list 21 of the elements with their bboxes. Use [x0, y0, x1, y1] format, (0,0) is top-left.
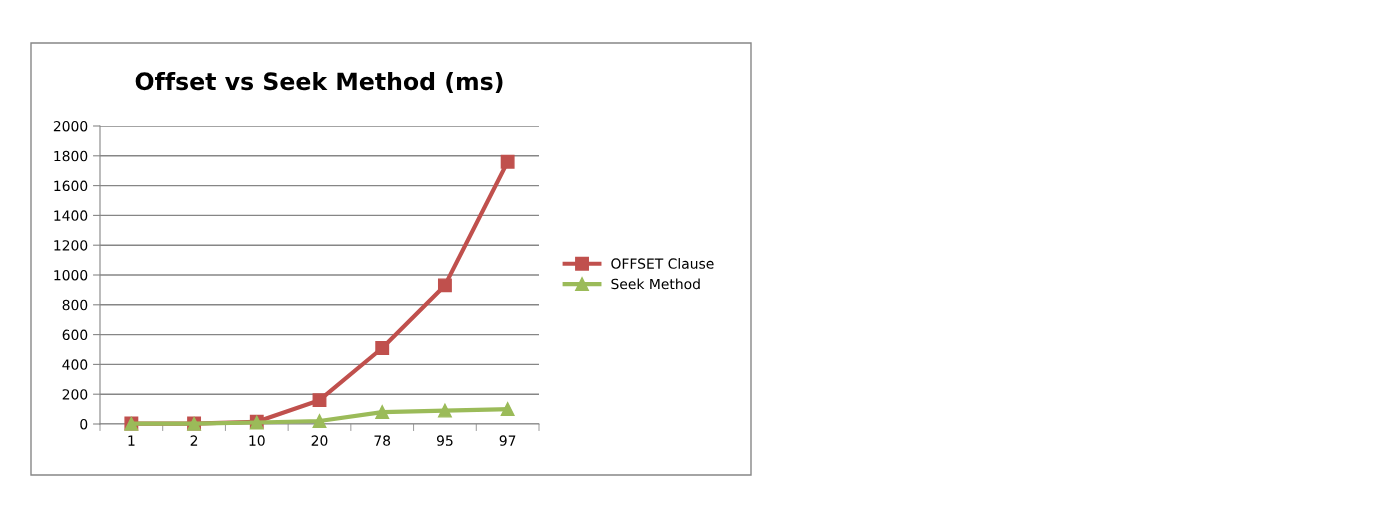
y-tick-label: 0 [80, 418, 88, 430]
y-tick-label: 1000 [54, 269, 88, 281]
x-tick-label: 1 [128, 435, 135, 446]
x-tick-label: 10 [249, 435, 265, 446]
y-tick-label: 400 [62, 359, 88, 370]
y-tick-label: 1600 [54, 180, 88, 192]
chart-title: Offset vs Seek Method (ms) [135, 71, 503, 93]
x-tick-label: 95 [436, 435, 453, 446]
y-tick-label: 1400 [54, 210, 88, 221]
y-tick-label: 600 [62, 329, 88, 341]
y-tick-label: 800 [62, 299, 88, 311]
x-tick-label: 97 [499, 435, 516, 446]
x-tick-label: 20 [311, 435, 328, 446]
y-tick-label: 200 [62, 389, 88, 400]
y-tick-label: 2000 [53, 120, 88, 132]
x-tick-label: 78 [374, 435, 391, 446]
legend-label: Seek Method [611, 278, 700, 290]
x-tick-label: 2 [190, 435, 198, 446]
y-tick-label: 1200 [54, 240, 88, 251]
legend-label: OFFSET Clause [611, 258, 714, 269]
y-tick-label: 1800 [54, 150, 88, 162]
